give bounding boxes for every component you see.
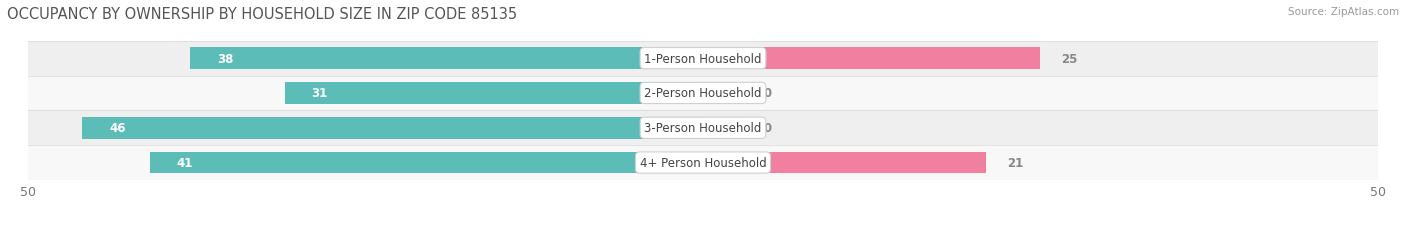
Text: 1-Person Household: 1-Person Household — [644, 52, 762, 65]
Text: 3-Person Household: 3-Person Household — [644, 122, 762, 135]
Bar — [28, 146, 1378, 180]
Text: 21: 21 — [1007, 156, 1024, 169]
Text: 38: 38 — [217, 52, 233, 65]
Text: Source: ZipAtlas.com: Source: ZipAtlas.com — [1288, 7, 1399, 17]
Bar — [703, 48, 1040, 70]
Text: 41: 41 — [177, 156, 193, 169]
Bar — [703, 118, 744, 139]
Text: 0: 0 — [763, 87, 772, 100]
Bar — [149, 152, 703, 174]
Text: 4+ Person Household: 4+ Person Household — [640, 156, 766, 169]
Bar — [82, 118, 703, 139]
Text: 0: 0 — [763, 122, 772, 135]
Bar — [28, 76, 1378, 111]
Text: 31: 31 — [312, 87, 328, 100]
Bar — [703, 152, 987, 174]
Bar — [28, 111, 1378, 146]
Text: OCCUPANCY BY OWNERSHIP BY HOUSEHOLD SIZE IN ZIP CODE 85135: OCCUPANCY BY OWNERSHIP BY HOUSEHOLD SIZE… — [7, 7, 517, 22]
Text: 46: 46 — [110, 122, 125, 135]
Bar — [284, 83, 703, 104]
Bar — [28, 42, 1378, 76]
Bar — [190, 48, 703, 70]
Bar — [703, 83, 744, 104]
Text: 2-Person Household: 2-Person Household — [644, 87, 762, 100]
Text: 25: 25 — [1060, 52, 1077, 65]
